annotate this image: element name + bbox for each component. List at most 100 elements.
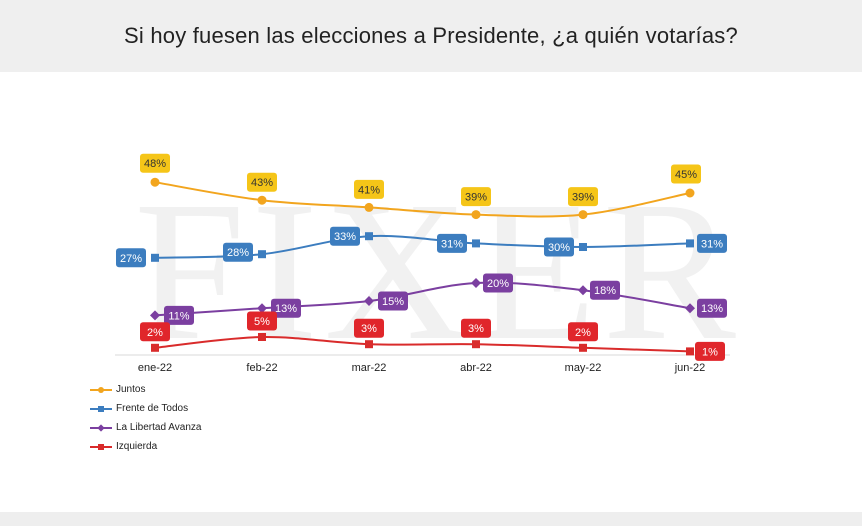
data-label-izquierda: 3% [461,318,491,338]
data-label-text: 5% [254,316,270,328]
data-label-text: 1% [702,346,718,358]
x-tick-label: feb-22 [246,362,277,374]
data-label-box [116,248,146,268]
data-point-la-libertad-avanza [257,303,267,314]
data-label-text: 39% [465,192,487,204]
data-point-izquierda [258,333,266,341]
data-label-box [568,187,598,207]
data-label-text: 43% [251,177,273,189]
data-label-izquierda: 2% [568,322,598,342]
data-point-izquierda [686,347,694,356]
data-label-box [697,233,727,253]
legend-label: Frente de Todos [116,403,189,414]
legend-label: Juntos [116,384,146,395]
legend-item-frente-de-todos: Frente de Todos [90,399,201,418]
data-label-frente-de-todos: 31% [697,233,727,253]
data-point-frente-de-todos [151,253,159,262]
footer-bar [0,512,862,526]
data-point-la-libertad-avanza [685,303,695,314]
data-label-text: 11% [168,310,189,322]
data-label-juntos: 39% [461,187,491,207]
data-label-box [590,280,620,300]
data-label-text: 3% [468,323,484,335]
x-tick-label: jun-22 [674,362,706,374]
data-point-izquierda [365,340,373,349]
legend-item-izquierda: Izquierda [90,437,201,456]
data-label-frente-de-todos: 31% [437,233,467,253]
chart-header: Si hoy fuesen las elecciones a President… [0,0,862,72]
data-label-la-libertad-avanza: 18% [590,280,620,300]
chart-title: Si hoy fuesen las elecciones a President… [124,23,738,48]
data-label-box [544,237,574,257]
data-label-box [247,311,277,331]
data-label-text: 28% [227,247,249,259]
data-label-box [164,305,194,325]
series-line-juntos [154,181,691,218]
legend-swatch-icon [90,385,112,395]
data-label-frente-de-todos: 28% [223,242,253,262]
data-label-box [378,291,408,311]
data-label-la-libertad-avanza: 13% [271,298,301,318]
data-label-izquierda: 3% [354,318,384,338]
data-label-box [697,298,727,318]
legend-swatch-icon [90,442,112,452]
data-label-text: 20% [487,278,509,290]
x-tick-label: abr-22 [460,362,492,374]
data-label-box [695,341,725,361]
data-label-frente-de-todos: 33% [330,226,360,246]
data-label-la-libertad-avanza: 20% [483,273,513,293]
legend-swatch-icon [90,423,112,433]
data-point-frente-de-todos [258,250,266,259]
data-label-text: 48% [144,158,166,170]
data-label-izquierda: 1% [695,341,725,361]
chart-legend: Juntos Frente de Todos La Libertad Avanza I… [90,380,201,456]
series-izquierda: 2% 5% 3% 3% 2% 1% [140,311,725,361]
data-point-izquierda [151,343,159,352]
data-label-box [354,179,384,199]
data-label-text: 31% [441,238,463,250]
x-tick-label: may-22 [565,362,602,374]
data-label-box [330,226,360,246]
data-label-text: 2% [147,327,163,339]
data-label-juntos: 39% [568,187,598,207]
data-label-text: 45% [675,169,697,181]
x-tick-label: ene-22 [138,362,172,374]
series-la-libertad-avanza: 11% 13% 15% 20% 18% 13% [150,273,727,325]
data-label-juntos: 43% [247,172,277,192]
data-label-frente-de-todos: 30% [544,237,574,257]
data-label-text: 13% [701,303,723,315]
data-label-text: 18% [594,285,616,297]
data-point-izquierda [579,343,587,352]
data-label-text: 41% [358,184,380,196]
data-label-text: 13% [275,303,297,315]
data-label-box [271,298,301,318]
data-point-frente-de-todos [365,232,373,241]
legend-item-la-libertad-avanza: La Libertad Avanza [90,418,201,437]
data-label-box [568,322,598,342]
legend-item-juntos: Juntos [90,380,201,399]
x-tick-label: mar-22 [352,362,387,374]
series-juntos: 48% 43% 41% 39% 39% 45% [140,153,701,220]
data-label-box [461,187,491,207]
legend-label: Izquierda [116,441,158,452]
data-label-izquierda: 2% [140,322,170,342]
data-point-juntos [257,195,267,205]
data-label-text: 3% [361,323,377,335]
data-label-la-libertad-avanza: 15% [378,291,408,311]
data-label-box [354,318,384,338]
series-line-izquierda [154,335,691,353]
data-label-juntos: 45% [671,164,701,184]
data-point-juntos [150,177,160,187]
data-point-juntos [471,210,481,220]
data-point-la-libertad-avanza [471,278,481,288]
data-point-frente-de-todos [472,239,480,248]
data-label-text: 31% [701,238,723,250]
legend-label: La Libertad Avanza [116,422,202,433]
data-label-text: 27% [120,253,142,265]
data-label-text: 33% [334,231,356,243]
data-label-box [140,153,170,173]
data-label-text: 30% [548,242,570,254]
data-point-frente-de-todos [686,239,694,248]
data-point-juntos [685,188,695,198]
